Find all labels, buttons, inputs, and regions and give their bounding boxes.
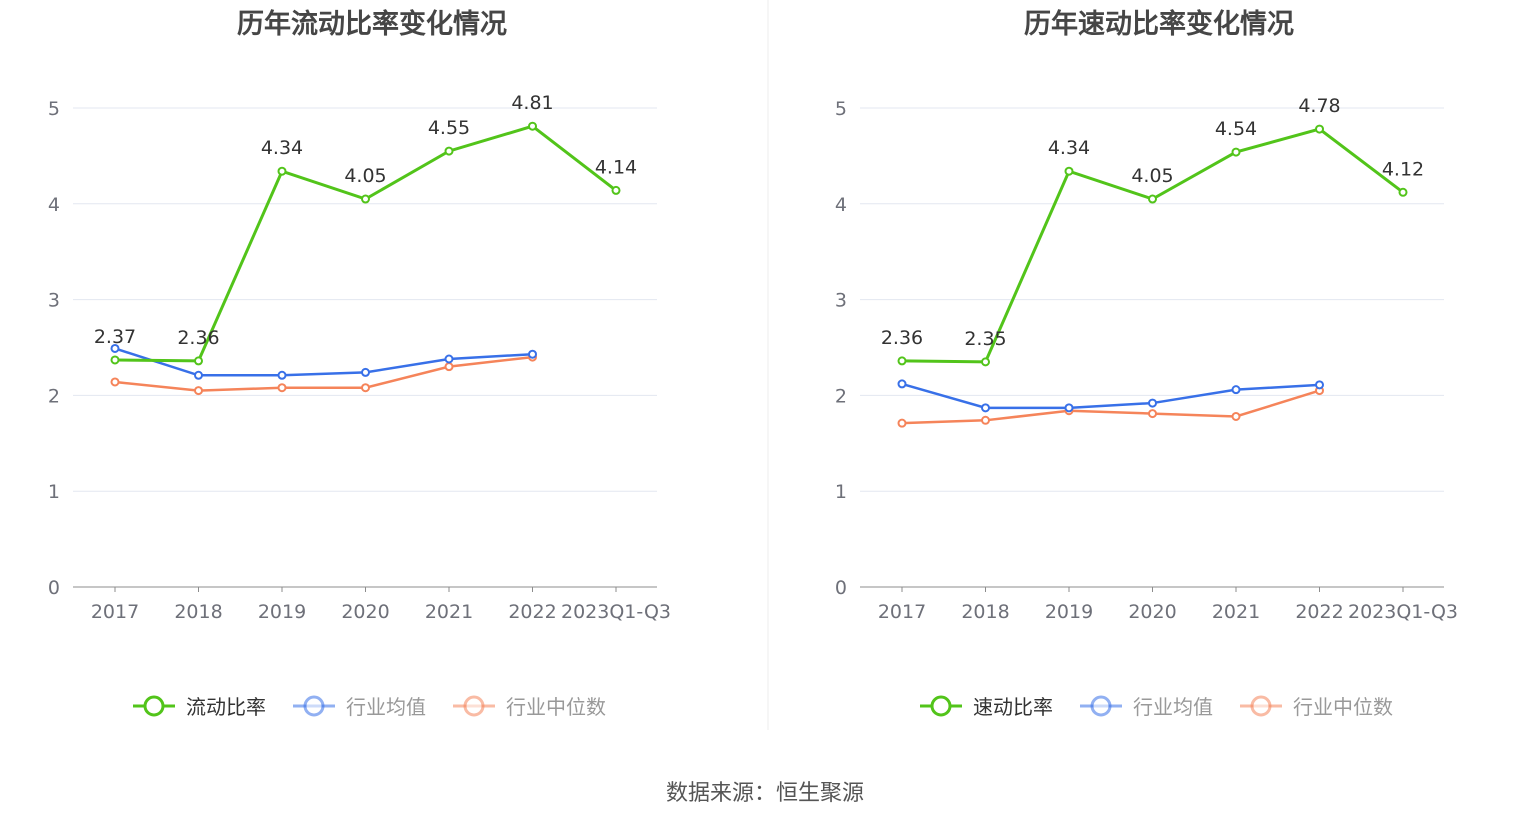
data-label: 4.12 (1382, 158, 1424, 180)
x-tick-label: 2019 (1045, 601, 1093, 623)
data-point (1148, 398, 1157, 408)
data-label: 4.34 (261, 137, 303, 159)
y-tick-label: 4 (835, 194, 847, 216)
x-tick-label: 2022 (1295, 601, 1343, 623)
data-label: 4.05 (344, 165, 386, 187)
x-tick-label: 2019 (258, 601, 306, 623)
legend-circle-icon (303, 695, 325, 717)
data-point (1315, 124, 1324, 134)
legend-item: 行业均值 (346, 695, 426, 719)
chart-title: 历年流动比率变化情况 (237, 8, 507, 40)
x-tick-label: 2017 (91, 601, 139, 623)
x-tick-label: 2021 (425, 601, 473, 623)
y-tick-label: 5 (835, 98, 847, 120)
legend-circle-icon (1250, 695, 1272, 717)
x-tick-label: 2022 (508, 601, 556, 623)
data-label: 4.55 (428, 117, 470, 139)
data-point (897, 356, 907, 366)
series-line-行业中位数 (901, 389, 1320, 425)
data-point (444, 362, 454, 372)
data-point (1231, 147, 1241, 157)
y-tick-label: 0 (835, 577, 847, 599)
y-tick-label: 3 (48, 290, 60, 312)
data-point (1231, 385, 1241, 395)
legend-item: 速动比率 (973, 695, 1053, 719)
data-point (194, 370, 203, 380)
y-tick-label: 4 (48, 194, 60, 216)
data-point (981, 403, 990, 413)
data-point (528, 349, 537, 359)
x-tick-label: 2018 (961, 601, 1009, 623)
data-point (981, 357, 990, 367)
data-label: 4.05 (1131, 165, 1173, 187)
legend-circle-icon (143, 695, 165, 717)
x-tick-label: 2021 (1212, 601, 1260, 623)
data-label: 2.37 (94, 326, 136, 348)
data-point (110, 377, 120, 387)
data-label: 2.35 (964, 328, 1006, 350)
data-point (277, 370, 287, 380)
chart-title: 历年速动比率变化情况 (1024, 8, 1294, 40)
data-point (361, 194, 370, 204)
data-point (897, 418, 907, 428)
x-tick-label: 2020 (1128, 601, 1176, 623)
data-point (1064, 403, 1074, 413)
legend-item: 行业均值 (1133, 695, 1213, 719)
x-tick-label: 2023Q1-Q3 (1348, 601, 1458, 623)
x-tick-label: 2020 (341, 601, 389, 623)
data-point (1148, 194, 1157, 204)
legend-item: 行业中位数 (1293, 695, 1393, 719)
x-tick-label: 2017 (878, 601, 926, 623)
data-point (611, 185, 621, 195)
data-source: 数据来源：恒生聚源 (666, 781, 864, 806)
legend-circle-icon (930, 695, 952, 717)
data-label: 4.34 (1048, 137, 1090, 159)
data-point (1064, 166, 1074, 176)
data-point (981, 415, 990, 425)
data-point (361, 367, 370, 377)
legend-item: 流动比率 (186, 695, 266, 719)
data-point (277, 383, 287, 393)
data-label: 2.36 (881, 327, 923, 349)
data-point (1231, 411, 1241, 421)
data-point (110, 355, 120, 365)
x-tick-label: 2023Q1-Q3 (561, 601, 671, 623)
data-point (1148, 409, 1157, 419)
data-point (528, 121, 537, 131)
legend-item: 行业中位数 (506, 695, 606, 719)
data-point (1398, 187, 1408, 197)
data-point (277, 166, 287, 176)
y-tick-label: 5 (48, 98, 60, 120)
data-point (444, 354, 454, 364)
data-label: 4.54 (1215, 118, 1257, 140)
legend-circle-icon (463, 695, 485, 717)
data-label: 2.36 (177, 327, 219, 349)
data-point (194, 356, 203, 366)
data-point (897, 379, 907, 389)
data-point (1315, 380, 1324, 390)
series-line-行业均值 (114, 347, 533, 377)
data-point (194, 386, 203, 396)
series-line-流动比率 (114, 124, 617, 363)
y-tick-label: 2 (48, 385, 60, 407)
data-point (361, 383, 370, 393)
data-label: 4.78 (1298, 95, 1340, 117)
y-tick-label: 1 (835, 481, 847, 503)
data-point (110, 343, 120, 353)
data-label: 4.81 (511, 92, 553, 114)
x-tick-label: 2018 (174, 601, 222, 623)
legend-circle-icon (1090, 695, 1112, 717)
y-tick-label: 1 (48, 481, 60, 503)
data-label: 4.14 (595, 156, 637, 178)
series-line-行业中位数 (114, 355, 533, 392)
data-point (444, 146, 454, 156)
y-tick-label: 0 (48, 577, 60, 599)
y-tick-label: 3 (835, 290, 847, 312)
series-line-行业均值 (901, 382, 1320, 410)
y-tick-label: 2 (835, 385, 847, 407)
